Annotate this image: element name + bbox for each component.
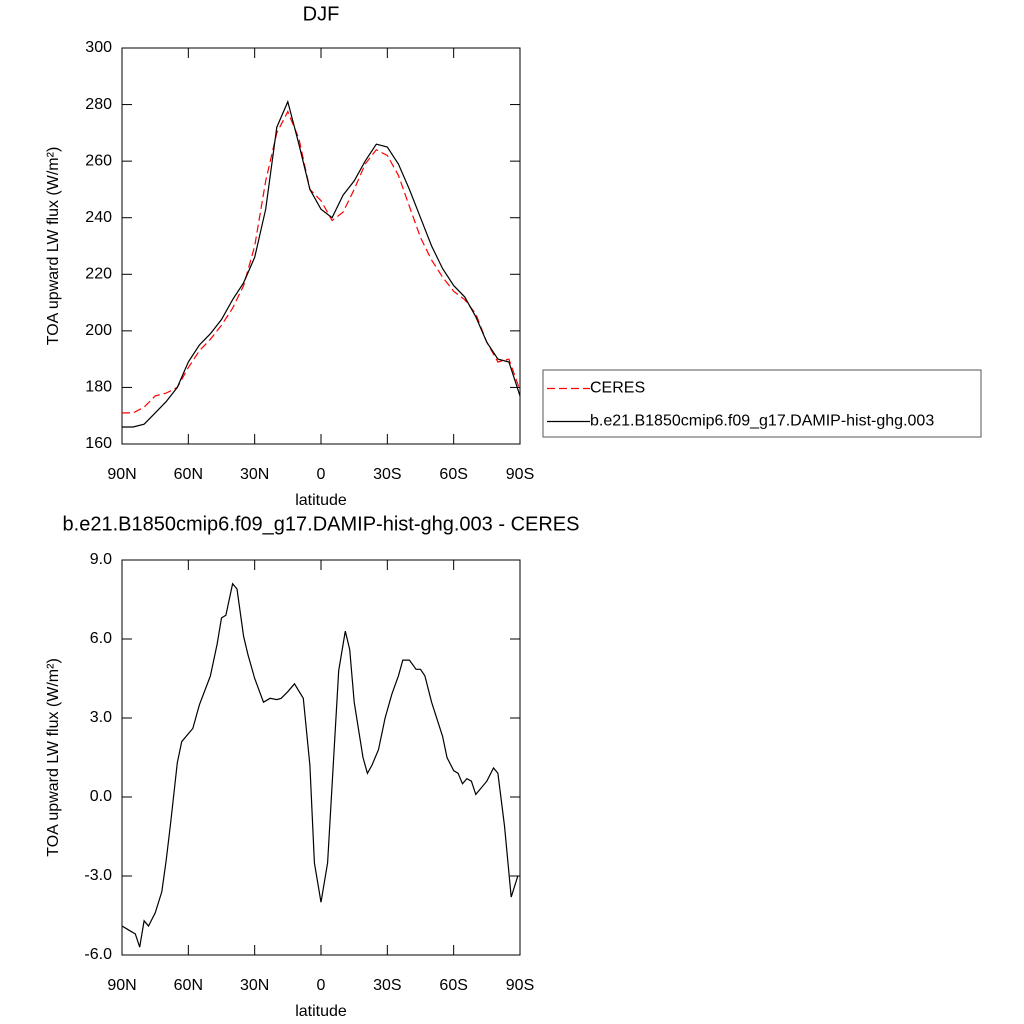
x-tick-label: 90N (107, 466, 136, 483)
y-tick-label: 6.0 (90, 630, 112, 647)
y-tick-label: 9.0 (90, 551, 112, 568)
plot-frame (121, 47, 521, 445)
x-tick-label: 60S (439, 977, 467, 994)
series-line (122, 99, 521, 428)
chart-title: b.e21.B1850cmip6.f09_g17.DAMIP-hist-ghg.… (63, 513, 580, 535)
x-tick-label: 90S (506, 466, 534, 483)
y-axis-label: TOA upward LW flux (W/m²) (45, 658, 62, 857)
x-tick-label: 0 (317, 466, 326, 483)
x-tick-label: 60S (439, 466, 467, 483)
legend-box (542, 369, 982, 438)
x-tick-label: 60N (174, 466, 203, 483)
y-tick-label: 220 (85, 266, 112, 283)
y-tick-label: 160 (85, 435, 112, 452)
y-tick-label: 3.0 (90, 709, 112, 726)
y-tick-label: 280 (85, 96, 112, 113)
x-tick-label: 30N (240, 977, 269, 994)
chart-title: DJF (303, 3, 340, 25)
legend-label: b.e21.B1850cmip6.f09_g17.DAMIP-hist-ghg.… (590, 413, 934, 430)
series-line (121, 582, 519, 948)
x-tick-label: 30S (373, 466, 401, 483)
x-tick-label: 30N (240, 466, 269, 483)
x-tick-label: 90N (107, 977, 136, 994)
y-tick-label: 0.0 (90, 788, 112, 805)
x-axis-label: latitude (295, 492, 347, 509)
y-tick-label: 240 (85, 209, 112, 226)
plot-frame (121, 559, 521, 956)
x-tick-label: 60N (174, 977, 203, 994)
y-axis-label: TOA upward LW flux (W/m²) (45, 147, 62, 346)
y-tick-label: 300 (85, 39, 112, 56)
y-tick-label: -6.0 (84, 946, 112, 963)
series-line (122, 110, 521, 414)
x-axis-label: latitude (295, 1003, 347, 1020)
y-tick-label: 260 (85, 152, 112, 169)
y-tick-label: -3.0 (84, 867, 112, 884)
x-tick-label: 90S (506, 977, 534, 994)
y-tick-label: 200 (85, 322, 112, 339)
legend-label: CERES (590, 380, 645, 397)
x-tick-label: 0 (317, 977, 326, 994)
y-tick-label: 180 (85, 379, 112, 396)
x-tick-label: 30S (373, 977, 401, 994)
